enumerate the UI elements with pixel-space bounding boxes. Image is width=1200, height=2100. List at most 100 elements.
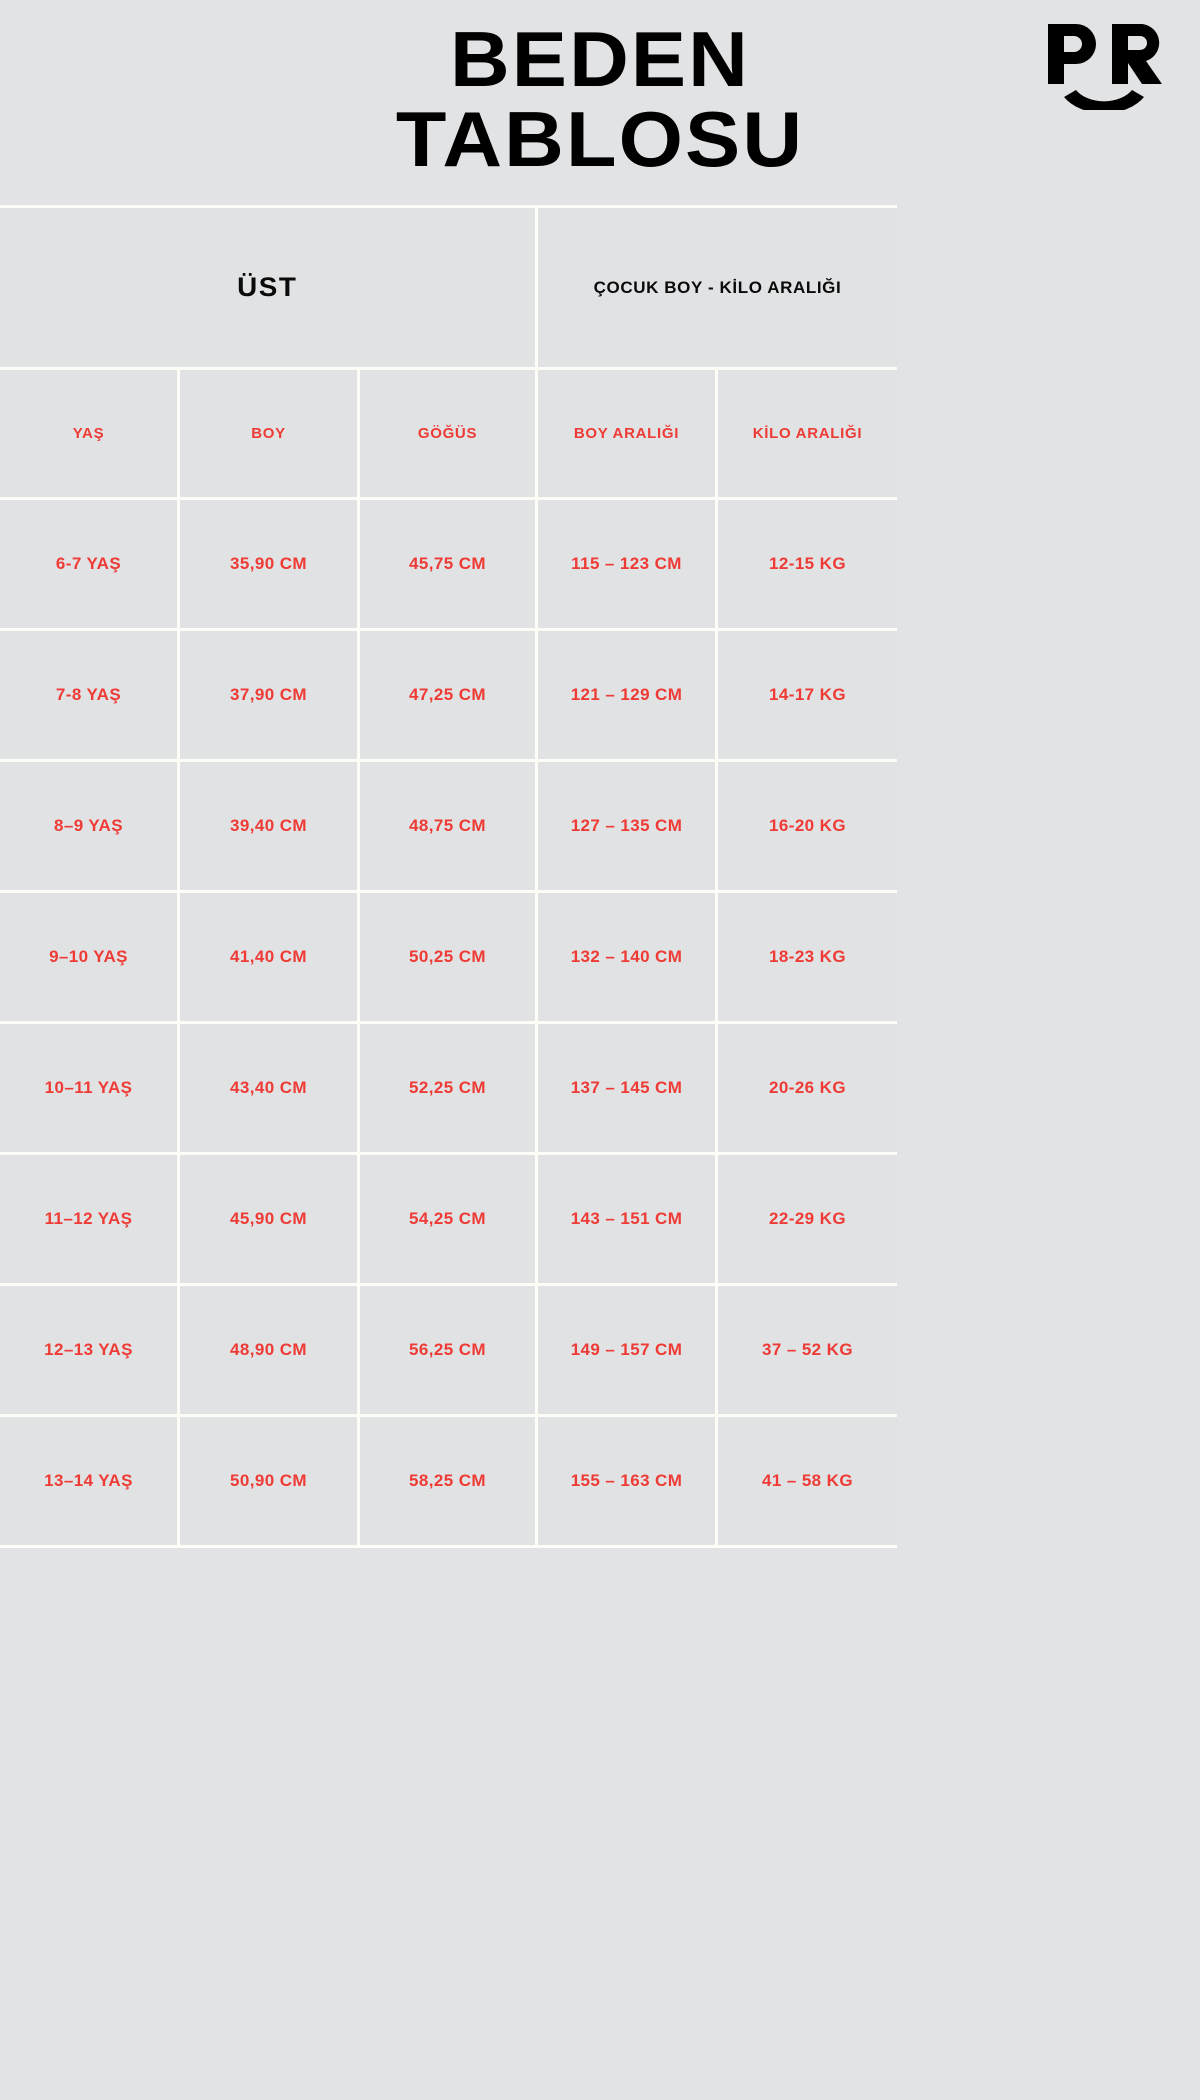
- column-header-gogus-label: GÖĞÜS: [417, 425, 478, 442]
- table-cell-boy: 39,40 CM: [180, 762, 360, 893]
- column-header-yas-label: YAŞ: [72, 425, 105, 442]
- cell-text: 12–13 YAŞ: [44, 1340, 133, 1359]
- table-row: 12–13 YAŞ 48,90 CM 56,25 CM 149 – 157 CM…: [0, 1286, 897, 1417]
- table-row: 7-8 YAŞ 37,90 CM 47,25 CM 121 – 129 CM 1…: [0, 631, 897, 762]
- cell-text: 45,75 CM: [409, 554, 486, 573]
- table-row: 11–12 YAŞ 45,90 CM 54,25 CM 143 – 151 CM…: [0, 1155, 897, 1286]
- group-header-ust-label: ÜST: [237, 272, 298, 302]
- cell-text: 14-17 KG: [769, 685, 846, 704]
- cell-text: 39,40 CM: [230, 816, 307, 835]
- table-row: 10–11 YAŞ 43,40 CM 52,25 CM 137 – 145 CM…: [0, 1024, 897, 1155]
- cell-text: 127 – 135 CM: [570, 816, 683, 835]
- cell-text: 13–14 YAŞ: [44, 1471, 133, 1490]
- table-cell-yas: 6-7 YAŞ: [0, 500, 180, 631]
- cell-text: 43,40 CM: [230, 1078, 307, 1097]
- cell-text: 20-26 KG: [769, 1078, 846, 1097]
- cell-text: 8–9 YAŞ: [54, 816, 123, 835]
- pr-smile-logo: [1042, 18, 1172, 114]
- table-cell-gogus: 56,25 CM: [360, 1286, 538, 1417]
- table-cell-kilo-araligi: 14-17 KG: [718, 631, 897, 762]
- table-cell-yas: 9–10 YAŞ: [0, 893, 180, 1024]
- table-cell-boy-araligi: 127 – 135 CM: [538, 762, 718, 893]
- cell-text: 115 – 123 CM: [571, 554, 682, 573]
- cell-text: 48,75 CM: [409, 816, 486, 835]
- cell-text: 7-8 YAŞ: [55, 685, 122, 704]
- table-cell-gogus: 48,75 CM: [360, 762, 538, 893]
- table-cell-yas: 11–12 YAŞ: [0, 1155, 180, 1286]
- table-row: 8–9 YAŞ 39,40 CM 48,75 CM 127 – 135 CM 1…: [0, 762, 897, 893]
- cell-text: 12-15 KG: [769, 554, 846, 573]
- table-row: 6-7 YAŞ 35,90 CM 45,75 CM 115 – 123 CM 1…: [0, 500, 897, 631]
- table-cell-boy: 37,90 CM: [180, 631, 360, 762]
- cell-text: 10–11 YAŞ: [44, 1078, 133, 1097]
- cell-text: 52,25 CM: [409, 1078, 486, 1097]
- column-header-boy-label: BOY: [251, 425, 286, 442]
- table-cell-boy-araligi: 149 – 157 CM: [538, 1286, 718, 1417]
- table-cell-boy-araligi: 121 – 129 CM: [538, 631, 718, 762]
- table-cell-boy-araligi: 143 – 151 CM: [538, 1155, 718, 1286]
- cell-text: 137 – 145 CM: [570, 1078, 683, 1097]
- table-cell-yas: 8–9 YAŞ: [0, 762, 180, 893]
- table-cell-kilo-araligi: 18-23 KG: [718, 893, 897, 1024]
- cell-text: 149 – 157 CM: [570, 1340, 683, 1359]
- cell-text: 132 – 140 CM: [570, 947, 683, 966]
- cell-text: 50,90 CM: [230, 1471, 307, 1490]
- table-cell-kilo-araligi: 37 – 52 KG: [718, 1286, 897, 1417]
- table-cell-boy-araligi: 137 – 145 CM: [538, 1024, 718, 1155]
- column-header-boy: BOY: [180, 370, 360, 500]
- column-header-kilo-araligi-label: KİLO ARALIĞI: [752, 425, 863, 442]
- table-cell-gogus: 47,25 CM: [360, 631, 538, 762]
- cell-text: 22-29 KG: [769, 1209, 846, 1228]
- page-title-line-1: BEDEN: [449, 15, 751, 103]
- table-cell-yas: 7-8 YAŞ: [0, 631, 180, 762]
- table-cell-boy: 48,90 CM: [180, 1286, 360, 1417]
- cell-text: 11–12 YAŞ: [44, 1209, 133, 1228]
- cell-text: 37,90 CM: [230, 685, 307, 704]
- table-group-header-row: ÜST ÇOCUK BOY - KİLO ARALIĞI: [0, 205, 897, 370]
- cell-text: 143 – 151 CM: [570, 1209, 683, 1228]
- table-cell-kilo-araligi: 16-20 KG: [718, 762, 897, 893]
- cell-text: 155 – 163 CM: [570, 1471, 683, 1490]
- table-row: 9–10 YAŞ 41,40 CM 50,25 CM 132 – 140 CM …: [0, 893, 897, 1024]
- table-cell-yas: 13–14 YAŞ: [0, 1417, 180, 1548]
- table-cell-gogus: 58,25 CM: [360, 1417, 538, 1548]
- table-row: 13–14 YAŞ 50,90 CM 58,25 CM 155 – 163 CM…: [0, 1417, 897, 1548]
- table-cell-gogus: 52,25 CM: [360, 1024, 538, 1155]
- table-column-header-row: YAŞ BOY GÖĞÜS BOY ARALIĞI KİLO ARALIĞI: [0, 370, 897, 500]
- table-cell-boy: 41,40 CM: [180, 893, 360, 1024]
- cell-text: 6-7 YAŞ: [55, 554, 122, 573]
- cell-text: 37 – 52 KG: [762, 1340, 853, 1359]
- table-cell-boy-araligi: 132 – 140 CM: [538, 893, 718, 1024]
- table-cell-yas: 10–11 YAŞ: [0, 1024, 180, 1155]
- column-header-yas: YAŞ: [0, 370, 180, 500]
- cell-text: 58,25 CM: [409, 1471, 486, 1490]
- column-header-boy-araligi-label: BOY ARALIĞI: [573, 425, 680, 442]
- table-cell-boy: 50,90 CM: [180, 1417, 360, 1548]
- table-cell-boy-araligi: 115 – 123 CM: [538, 500, 718, 631]
- table-cell-boy-araligi: 155 – 163 CM: [538, 1417, 718, 1548]
- table-cell-boy: 35,90 CM: [180, 500, 360, 631]
- cell-text: 45,90 CM: [230, 1209, 307, 1228]
- table-cell-gogus: 50,25 CM: [360, 893, 538, 1024]
- cell-text: 9–10 YAŞ: [49, 947, 128, 966]
- cell-text: 50,25 CM: [409, 947, 486, 966]
- table-cell-gogus: 54,25 CM: [360, 1155, 538, 1286]
- table-cell-boy: 43,40 CM: [180, 1024, 360, 1155]
- size-chart-table: ÜST ÇOCUK BOY - KİLO ARALIĞI YAŞ BOY GÖĞ…: [0, 205, 897, 1548]
- cell-text: 16-20 KG: [769, 816, 846, 835]
- cell-text: 121 – 129 CM: [570, 685, 683, 704]
- cell-text: 41,40 CM: [230, 947, 307, 966]
- group-header-cocuk-boy-kilo-label: ÇOCUK BOY - KİLO ARALIĞI: [593, 277, 842, 297]
- column-header-kilo-araligi: KİLO ARALIĞI: [718, 370, 897, 500]
- page-title-line-2: TABLOSU: [395, 95, 805, 184]
- table-cell-kilo-araligi: 12-15 KG: [718, 500, 897, 631]
- cell-text: 56,25 CM: [409, 1340, 486, 1359]
- table-cell-yas: 12–13 YAŞ: [0, 1286, 180, 1417]
- table-cell-kilo-araligi: 20-26 KG: [718, 1024, 897, 1155]
- column-header-gogus: GÖĞÜS: [360, 370, 538, 500]
- table-cell-gogus: 45,75 CM: [360, 500, 538, 631]
- page-title: BEDEN TABLOSU: [0, 15, 1200, 184]
- group-header-cocuk-boy-kilo: ÇOCUK BOY - KİLO ARALIĞI: [538, 205, 897, 370]
- cell-text: 35,90 CM: [230, 554, 307, 573]
- table-cell-kilo-araligi: 41 – 58 KG: [718, 1417, 897, 1548]
